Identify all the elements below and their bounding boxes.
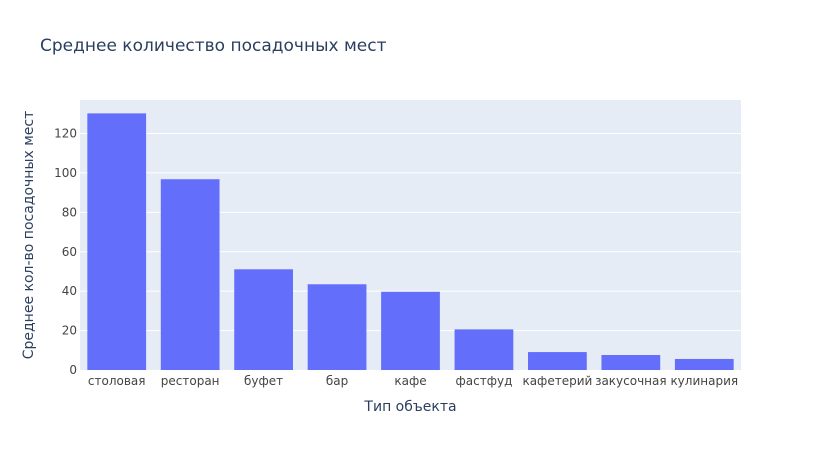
chart-title: Среднее количество посадочных мест (40, 36, 387, 56)
x-tick-label: ресторан (161, 374, 220, 388)
y-tick-label: 20 (62, 324, 77, 338)
x-tick-labels: столовая ресторан буфет бар кафе фастфуд кафет… (88, 374, 738, 388)
bar-4[interactable] (381, 291, 440, 370)
x-tick-label: кафетерий (522, 374, 592, 388)
x-tick-label: столовая (88, 374, 146, 388)
bar-2[interactable] (234, 269, 293, 370)
bar-7[interactable] (601, 355, 661, 370)
y-tick-label: 60 (62, 245, 77, 259)
y-tick-label: 120 (54, 127, 77, 141)
bar-5[interactable] (454, 329, 514, 370)
y-axis-title: Среднее кол-во посадочных мест (21, 111, 37, 360)
bar-8[interactable] (674, 358, 734, 370)
x-tick-label: буфет (244, 374, 283, 388)
y-tick-label: 0 (69, 363, 77, 377)
bar-0[interactable] (87, 113, 147, 370)
bar-6[interactable] (528, 352, 587, 370)
bars (87, 113, 734, 370)
bar-1[interactable] (160, 179, 220, 370)
y-tick-label: 40 (62, 284, 77, 298)
y-tick-label: 80 (62, 205, 77, 219)
bar-3[interactable] (307, 284, 367, 370)
x-tick-label: фастфуд (456, 374, 513, 388)
x-tick-label: кулинария (670, 374, 738, 388)
x-tick-label: закусочная (595, 374, 667, 388)
x-tick-label: кафе (394, 374, 426, 388)
x-tick-label: бар (326, 374, 348, 388)
y-tick-label: 100 (54, 166, 77, 180)
y-tick-labels: 0 20 40 60 80 100 120 (54, 127, 77, 377)
x-axis-title: Тип объекта (363, 399, 456, 415)
